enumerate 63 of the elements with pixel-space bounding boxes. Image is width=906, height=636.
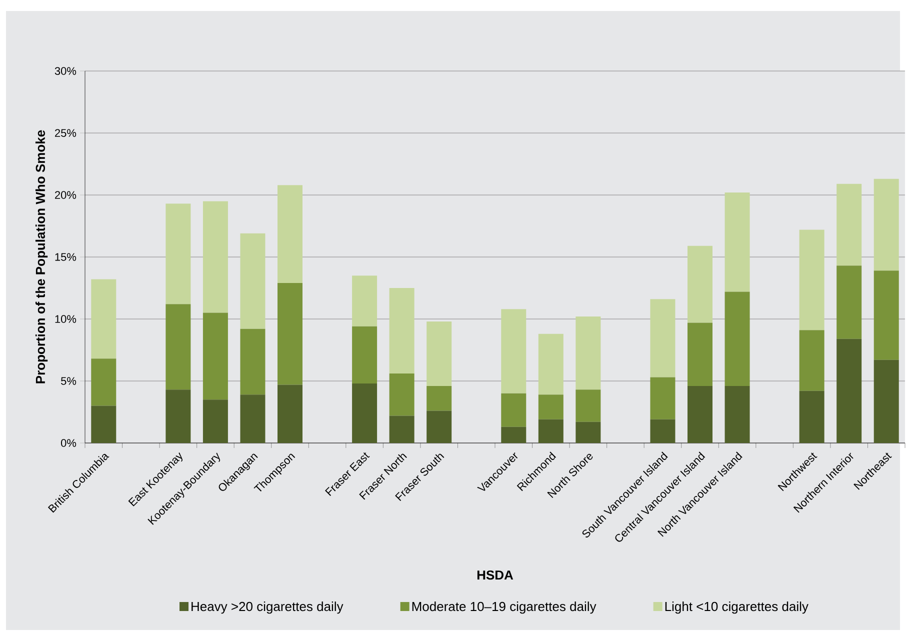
bar xyxy=(650,419,676,443)
x-axis-title: HSDA xyxy=(477,570,514,580)
bar xyxy=(501,393,526,427)
bar xyxy=(352,276,378,326)
bar xyxy=(91,279,116,359)
bar xyxy=(688,322,712,386)
y-tick-label: 20% xyxy=(55,191,76,199)
y-tick-label: 0% xyxy=(61,439,76,447)
bar xyxy=(166,304,191,390)
bar xyxy=(576,422,601,443)
bar xyxy=(576,316,601,390)
y-tick-label: 15% xyxy=(55,253,76,261)
bar xyxy=(650,299,676,378)
bar xyxy=(836,338,862,443)
bar xyxy=(202,201,228,313)
legend-label: Moderate 10–19 cigarettes daily xyxy=(412,602,596,614)
bar xyxy=(724,386,750,443)
bar xyxy=(426,386,452,411)
bar xyxy=(278,185,302,284)
y-tick-label: 10% xyxy=(55,315,76,323)
bar xyxy=(426,321,452,386)
bar xyxy=(576,390,601,422)
bar xyxy=(278,384,302,443)
bar xyxy=(352,383,378,443)
bar xyxy=(91,406,116,443)
bar xyxy=(724,292,750,386)
legend-label: Light <10 cigarettes daily xyxy=(665,602,808,614)
bar xyxy=(91,358,116,406)
legend-label: Heavy >20 cigarettes daily xyxy=(192,602,344,614)
bar xyxy=(799,330,824,391)
bar xyxy=(650,377,676,420)
bar xyxy=(352,326,378,384)
bar xyxy=(426,410,452,443)
bar xyxy=(874,360,899,443)
y-tick-label: 30% xyxy=(54,67,76,75)
bar xyxy=(389,374,414,416)
bar xyxy=(538,419,564,443)
bar xyxy=(389,416,414,443)
y-tick-label: 5% xyxy=(61,377,76,385)
bar xyxy=(501,426,526,443)
bar xyxy=(240,394,266,443)
y-tick-label: 25% xyxy=(55,129,76,137)
bar xyxy=(240,233,266,329)
bar xyxy=(724,192,750,292)
bar xyxy=(202,312,228,400)
bar xyxy=(799,390,824,443)
bar xyxy=(538,394,564,420)
bar xyxy=(166,204,191,304)
bar xyxy=(501,309,526,394)
bar xyxy=(538,334,564,395)
bar xyxy=(874,270,899,360)
bar xyxy=(688,386,712,443)
bar xyxy=(874,178,899,271)
bar xyxy=(799,230,824,330)
bar xyxy=(389,288,414,374)
bar xyxy=(836,266,862,339)
bar xyxy=(166,390,191,443)
bar xyxy=(688,246,712,323)
bar xyxy=(836,184,862,266)
bar xyxy=(240,328,266,395)
y-axis-title: Proportion of the Population Who Smoke xyxy=(35,130,48,384)
bar xyxy=(278,283,302,385)
bar xyxy=(202,400,228,443)
